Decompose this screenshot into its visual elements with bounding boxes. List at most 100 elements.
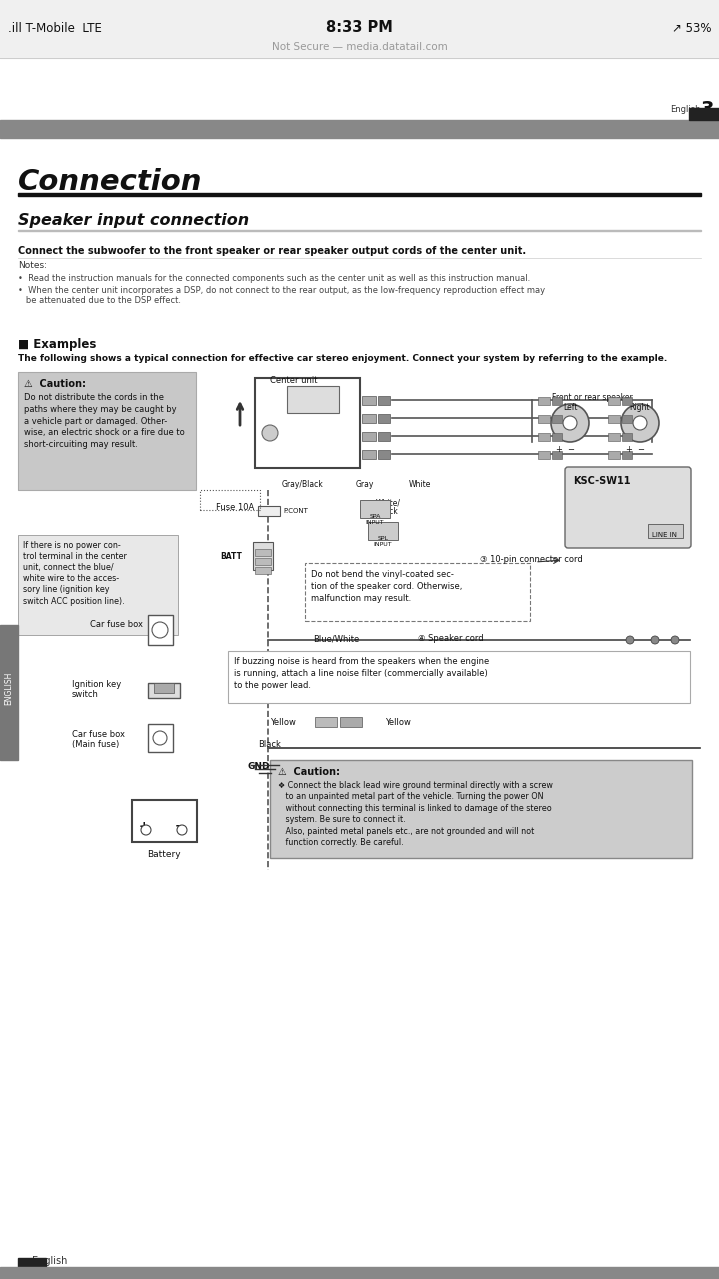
Bar — [305, 563, 530, 622]
Bar — [362, 396, 376, 405]
Bar — [255, 558, 271, 565]
Bar — [148, 615, 173, 645]
Text: If there is no power con-
trol terminal in the center
unit, connect the blue/
wh: If there is no power con- trol terminal … — [23, 541, 127, 605]
Bar — [0, 1267, 719, 1279]
Text: If buzzing noise is heard from the speakers when the engine
is running, attach a: If buzzing noise is heard from the speak… — [234, 657, 489, 689]
Text: P.CONT: P.CONT — [283, 508, 308, 514]
Text: SPL
INPUT: SPL INPUT — [374, 536, 393, 547]
Text: English: English — [671, 105, 701, 114]
Text: Front or rear speaker: Front or rear speaker — [552, 393, 633, 402]
Text: •  Read the instruction manuals for the connected components such as the center : • Read the instruction manuals for the c… — [18, 274, 530, 283]
Text: KSC-SW11: KSC-SW11 — [573, 476, 631, 486]
Bar — [378, 396, 390, 405]
Bar — [622, 414, 632, 423]
Bar — [270, 760, 692, 858]
Text: ■ Examples: ■ Examples — [18, 338, 96, 350]
Text: Left: Left — [563, 403, 577, 412]
Bar — [340, 718, 362, 726]
Bar — [228, 651, 690, 703]
Bar — [255, 379, 360, 468]
Text: Black: Black — [258, 741, 281, 749]
Text: −: − — [175, 820, 186, 833]
Circle shape — [153, 732, 167, 744]
Text: +: + — [626, 445, 633, 454]
Bar — [255, 567, 271, 574]
Circle shape — [563, 416, 577, 430]
Text: 4: 4 — [18, 1259, 28, 1273]
Text: .ill T-Mobile  LTE: .ill T-Mobile LTE — [8, 22, 102, 35]
Text: ⚠  Caution:: ⚠ Caution: — [24, 379, 86, 389]
Text: Do not bend the vinyl-coated sec-
tion of the speaker cord. Otherwise,
malfuncti: Do not bend the vinyl-coated sec- tion o… — [311, 570, 462, 602]
Text: SPA
INPUT: SPA INPUT — [366, 514, 385, 524]
Text: •  When the center unit incorporates a DSP, do not connect to the rear output, a: • When the center unit incorporates a DS… — [18, 286, 545, 295]
Bar — [608, 414, 620, 423]
Bar — [0, 1271, 719, 1279]
Text: Battery: Battery — [147, 851, 180, 859]
Text: ④ Speaker cord: ④ Speaker cord — [418, 634, 484, 643]
Bar — [18, 193, 701, 196]
Bar — [18, 1259, 46, 1270]
Bar — [538, 434, 550, 441]
Bar — [622, 434, 632, 441]
Text: Notes:: Notes: — [18, 261, 47, 270]
Bar — [552, 414, 562, 423]
Text: Blue/White: Blue/White — [313, 634, 360, 643]
Text: BATT: BATT — [220, 553, 242, 561]
Text: 3: 3 — [700, 100, 714, 119]
Bar — [0, 0, 719, 58]
Text: GND: GND — [248, 762, 270, 771]
Text: Car fuse box
(Main fuse): Car fuse box (Main fuse) — [72, 730, 125, 749]
Bar — [132, 799, 197, 842]
Bar — [608, 451, 620, 459]
Bar — [538, 414, 550, 423]
Text: English: English — [32, 1256, 68, 1266]
Text: Gray/Black: Gray/Black — [282, 480, 324, 489]
Circle shape — [651, 636, 659, 645]
Text: White/: White/ — [375, 498, 400, 506]
Text: Center unit: Center unit — [270, 376, 318, 385]
Bar — [608, 396, 620, 405]
Text: −: − — [567, 445, 574, 454]
Bar — [552, 434, 562, 441]
Text: be attenuated due to the DSP effect.: be attenuated due to the DSP effect. — [18, 295, 181, 304]
Circle shape — [152, 622, 168, 638]
Bar — [552, 451, 562, 459]
Circle shape — [626, 636, 634, 645]
Bar — [538, 396, 550, 405]
Text: Gray: Gray — [356, 480, 374, 489]
Bar — [154, 683, 174, 693]
Bar — [608, 434, 620, 441]
Bar — [148, 724, 173, 752]
Text: ENGLISH: ENGLISH — [4, 671, 14, 705]
Bar — [689, 107, 719, 120]
Bar — [648, 524, 683, 538]
Bar — [552, 396, 562, 405]
Bar — [362, 414, 376, 423]
Bar — [362, 450, 376, 459]
Text: Car fuse box: Car fuse box — [90, 620, 143, 629]
Circle shape — [177, 825, 187, 835]
Bar — [378, 432, 390, 441]
Text: Ignition key
switch: Ignition key switch — [72, 680, 122, 700]
Bar — [362, 432, 376, 441]
Text: Connection: Connection — [18, 168, 203, 196]
FancyBboxPatch shape — [565, 467, 691, 547]
Text: ❖ Connect the black lead wire ground terminal directly with a screw
   to an unp: ❖ Connect the black lead wire ground ter… — [278, 781, 553, 847]
Text: The following shows a typical connection for effective car stereo enjoyment. Con: The following shows a typical connection… — [18, 354, 667, 363]
Bar — [368, 522, 398, 540]
Text: Yellow: Yellow — [270, 718, 296, 726]
Bar — [538, 451, 550, 459]
Bar — [0, 625, 18, 760]
Circle shape — [671, 636, 679, 645]
Bar — [253, 542, 273, 570]
Text: ↗ 53%: ↗ 53% — [672, 22, 711, 35]
Text: LINE IN: LINE IN — [653, 532, 677, 538]
Circle shape — [633, 416, 647, 430]
Circle shape — [621, 404, 659, 443]
Text: Yellow: Yellow — [385, 718, 411, 726]
Bar — [378, 414, 390, 423]
Circle shape — [551, 404, 589, 443]
Text: −: − — [638, 445, 644, 454]
Text: ⚠  Caution:: ⚠ Caution: — [278, 767, 340, 778]
Text: +: + — [556, 445, 562, 454]
